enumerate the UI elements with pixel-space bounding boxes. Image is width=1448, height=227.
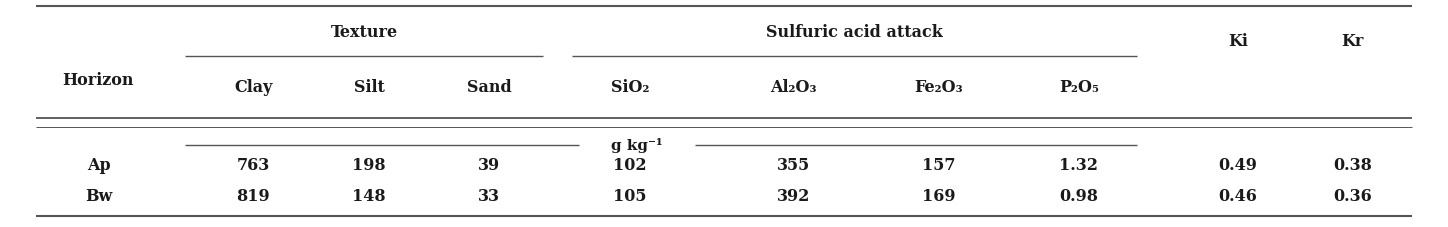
Text: SiO₂: SiO₂ xyxy=(611,79,649,96)
Text: 39: 39 xyxy=(478,157,501,174)
Text: Texture: Texture xyxy=(332,24,398,41)
Text: Sand: Sand xyxy=(468,79,511,96)
Text: 392: 392 xyxy=(776,188,811,205)
Text: Fe₂O₃: Fe₂O₃ xyxy=(914,79,963,96)
Text: 0.49: 0.49 xyxy=(1219,157,1257,174)
Text: Al₂O₃: Al₂O₃ xyxy=(770,79,817,96)
Text: Ap: Ap xyxy=(87,157,110,174)
Text: 819: 819 xyxy=(236,188,271,205)
Text: 763: 763 xyxy=(237,157,269,174)
Text: Kr: Kr xyxy=(1341,33,1364,50)
Text: 0.46: 0.46 xyxy=(1219,188,1257,205)
Text: 105: 105 xyxy=(613,188,647,205)
Text: 1.32: 1.32 xyxy=(1060,157,1098,174)
Text: 157: 157 xyxy=(921,157,956,174)
Text: 0.98: 0.98 xyxy=(1060,188,1098,205)
Text: Clay: Clay xyxy=(235,79,272,96)
Text: 0.36: 0.36 xyxy=(1334,188,1371,205)
Text: Silt: Silt xyxy=(353,79,385,96)
Text: P₂O₅: P₂O₅ xyxy=(1058,79,1099,96)
Text: Bw: Bw xyxy=(85,188,111,205)
Text: 0.38: 0.38 xyxy=(1334,157,1371,174)
Text: 148: 148 xyxy=(352,188,387,205)
Text: Sulfuric acid attack: Sulfuric acid attack xyxy=(766,24,943,41)
Text: 355: 355 xyxy=(778,157,809,174)
Text: 198: 198 xyxy=(352,157,387,174)
Text: g kg⁻¹: g kg⁻¹ xyxy=(611,138,663,153)
Text: 169: 169 xyxy=(921,188,956,205)
Text: 33: 33 xyxy=(478,188,501,205)
Text: Ki: Ki xyxy=(1228,33,1248,50)
Text: Horizon: Horizon xyxy=(62,72,135,88)
Text: 102: 102 xyxy=(613,157,647,174)
